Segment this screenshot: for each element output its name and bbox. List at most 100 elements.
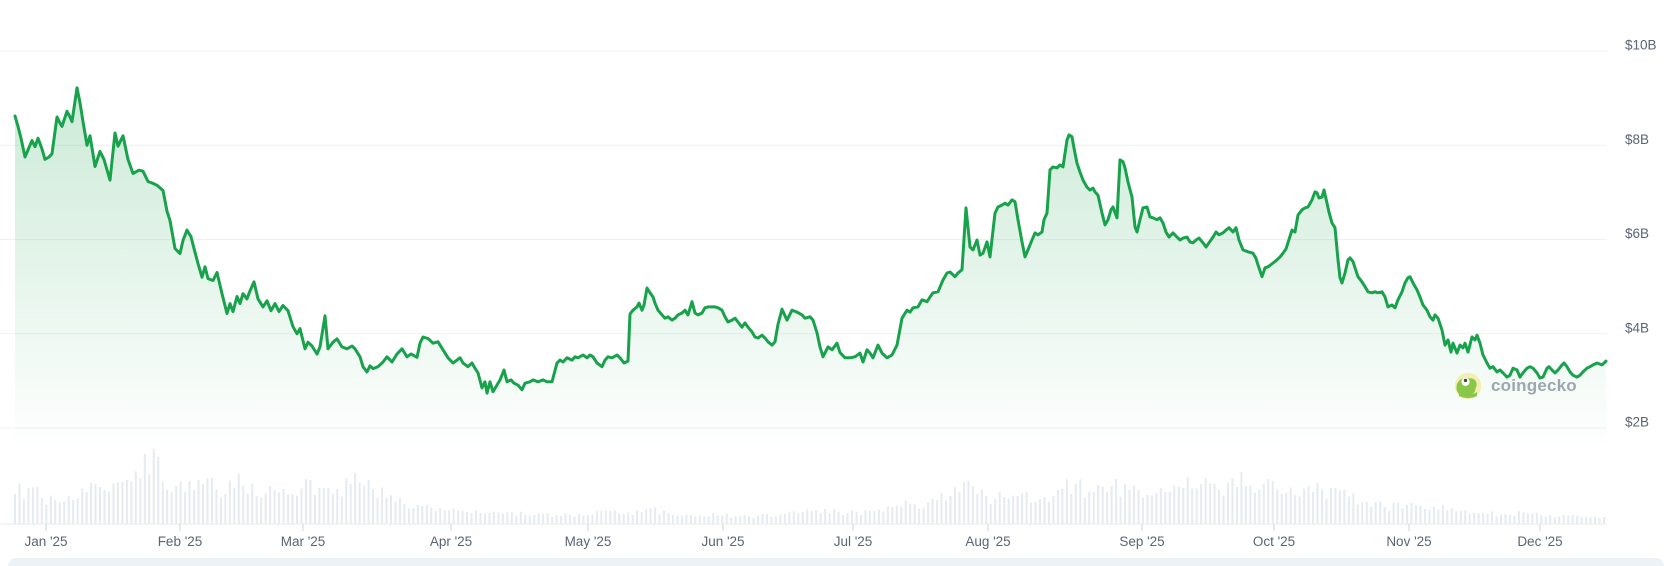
volume-bar [461,510,464,524]
volume-bar [1356,504,1359,524]
volume-bar [788,511,791,524]
y-axis-labels: $10B $8B $6B $4B $2B [1625,38,1657,430]
volume-bar [564,513,567,524]
volume-bar [1253,492,1256,524]
volume-bar [1007,498,1010,524]
volume-bar [689,515,692,524]
volume-bar [1083,498,1086,524]
volume-bar [398,497,401,524]
volume-bar [255,496,258,524]
volume-bar [1320,488,1323,524]
volume-bar [654,507,657,524]
volume-bar [358,482,361,524]
volume-bar [72,500,75,524]
x-axis-label-1: Jan '25 [24,534,67,549]
volume-bar [591,514,594,524]
volume-bar [457,510,460,524]
volume-bar [748,516,751,524]
volume-bar [1374,501,1377,524]
volume-bar [170,491,173,524]
volume-bar [551,517,554,524]
volume-bar [1249,485,1252,524]
next-section-edge [8,558,1664,566]
volume-bar [497,512,500,524]
volume-bar [913,504,916,524]
volume-bar [470,513,473,524]
volume-bar [658,514,661,524]
volume-bar [595,510,598,524]
volume-bar [927,502,930,524]
volume-bar [184,491,187,524]
volume-bar [67,496,70,524]
volume-bar [1428,509,1431,524]
volume-bar [1423,509,1426,524]
volume-bar [1432,506,1435,524]
volume-bar [475,510,478,524]
volume-bar [1159,487,1162,524]
volume-bar [1567,515,1570,524]
volume-bar [421,506,424,524]
volume-bar [363,485,366,524]
x-axis-label-3: Mar '25 [281,534,326,549]
volume-bar [1182,488,1185,524]
volume-bar [1155,493,1158,524]
volume-bar [85,492,88,524]
volume-bar [882,511,885,524]
volume-bar [1222,495,1225,524]
volume-bar [560,516,563,524]
volume-bar [1186,476,1189,524]
volume-bar [1401,508,1404,524]
volume-bar [1338,490,1341,524]
volume-bar [1003,497,1006,524]
volume-bar [1549,515,1552,524]
volume-bar [1602,517,1605,524]
volume-bar [1589,517,1592,524]
volume-bar [819,513,822,524]
volume-bar [1312,492,1315,524]
volume-bar [1021,493,1024,524]
volume-bar [1329,488,1332,524]
volume-bar [215,489,218,524]
volume-bar [108,491,110,524]
y-axis-label-2B: $2B [1625,415,1649,430]
volume-bar [524,514,527,524]
volume-bar [1540,515,1543,524]
volume-bar [18,483,21,524]
volume-bar [273,490,276,524]
volume-bar [466,512,469,524]
volume-bar [40,498,43,524]
volume-bar [1544,516,1547,524]
volume-bar [1419,505,1422,524]
volume-bar [443,510,446,524]
volume-bar [671,514,674,524]
volume-bar [90,482,93,524]
volume-bar [1365,502,1368,524]
volume-bar [1598,517,1601,524]
volume-bar [833,508,836,524]
volume-bar [264,493,267,524]
volume-bar [904,500,907,524]
volume-bar [752,518,755,524]
volume-bar [810,511,813,524]
volume-bar [125,480,128,524]
volume-bar [1477,513,1480,524]
volume-bar [600,511,603,524]
volume-bar [828,513,831,524]
volume-bar [175,486,178,524]
volume-bar [900,506,903,524]
y-axis-label-8B: $8B [1625,132,1649,147]
volume-bar [998,492,1001,524]
volume-bar [1526,513,1529,524]
volume-bar [430,507,433,524]
volume-bar [743,514,746,524]
volume-bar [1141,497,1144,524]
volume-bar [1508,515,1511,524]
volume-bar [1446,510,1449,524]
volume-bar [868,511,871,524]
volume-bar [345,478,348,524]
volume-bar [1459,511,1462,524]
volume-bar [1200,484,1203,524]
volume-bar [1441,505,1444,524]
volume-bar [1262,484,1265,524]
